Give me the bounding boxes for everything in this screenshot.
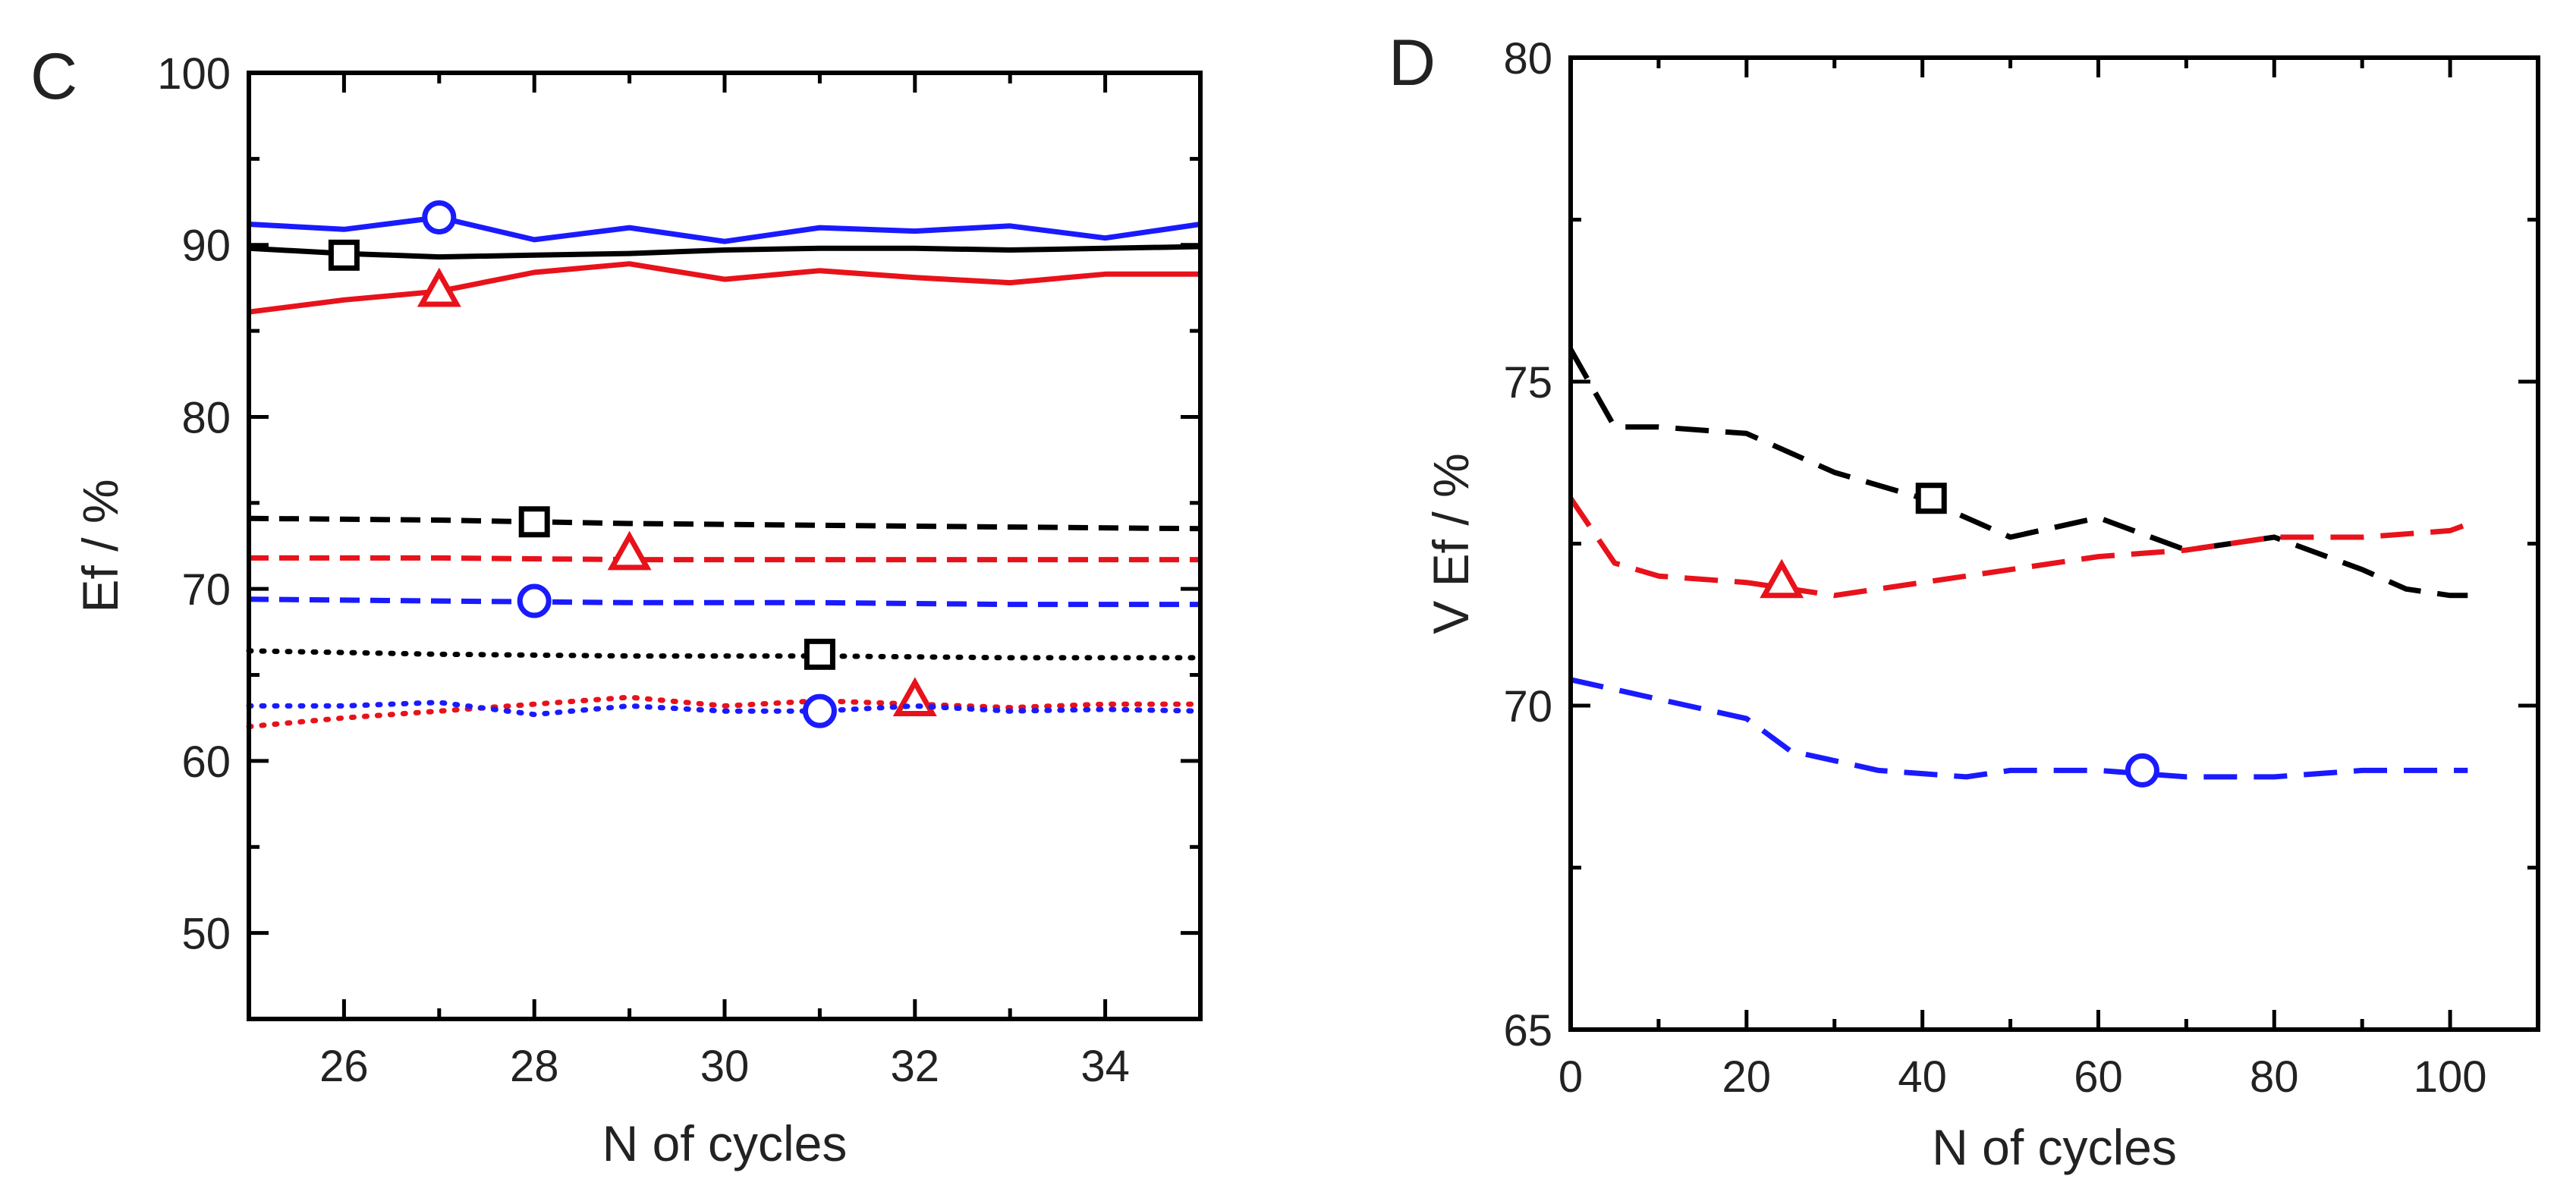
x-tick-label: 32 <box>891 1042 940 1091</box>
marker-triangle-red-dotted <box>892 677 937 717</box>
series-line-black-solid <box>248 244 1201 260</box>
series-line-red-dashed <box>249 555 1200 563</box>
panel-d-chart: D 0 20 40 60 80 100 65 70 75 80 N of cycles V Ef / % <box>1389 27 2540 1175</box>
marker-circle-blue-dashed <box>517 583 552 618</box>
x-axis-title: N of cycles <box>1932 1119 2177 1175</box>
series-line-black-dashed <box>1568 347 2468 599</box>
marker-triangle-red-dashed <box>607 530 652 571</box>
panel-c-chart: C 26 28 30 32 34 50 60 70 80 90 100 N of cycles Ef / … <box>30 40 1203 1171</box>
y-axis-title: Ef / % <box>72 479 128 612</box>
plot-frame <box>1568 55 2540 1032</box>
x-tick-label: 40 <box>1898 1052 1947 1102</box>
series-line-black-dotted <box>246 648 1203 661</box>
series-line-red-dashed <box>1568 496 2469 599</box>
marker-circle-blue-solid <box>422 200 457 234</box>
panel-label: C <box>30 40 77 113</box>
marker-square-black-dashed <box>1915 483 1947 514</box>
series-line-blue-solid <box>248 215 1201 244</box>
series-line-red-solid <box>248 261 1200 315</box>
marker-triangle-red-solid <box>417 267 461 307</box>
marker-triangle-red-dashed <box>1760 558 1804 599</box>
y-tick-label: 70 <box>1503 682 1552 731</box>
y-tick-label: 100 <box>157 49 231 99</box>
x-tick-label: 0 <box>1558 1052 1583 1102</box>
x-tick-label: 34 <box>1080 1042 1130 1091</box>
x-tick-label: 26 <box>319 1042 369 1091</box>
y-axis-title: V Ef / % <box>1423 453 1479 634</box>
x-tick-label: 28 <box>510 1042 559 1091</box>
series-line-blue-dashed <box>248 596 1200 608</box>
x-tick-label: 20 <box>1722 1052 1772 1102</box>
panel-label: D <box>1389 27 1436 99</box>
y-tick-label: 60 <box>181 737 231 787</box>
y-tick-label: 90 <box>181 222 231 271</box>
series-line-blue-dashed <box>1570 677 2468 780</box>
x-tick-label: 60 <box>2074 1052 2123 1102</box>
y-tick-label: 80 <box>1503 34 1552 83</box>
y-tick-label: 80 <box>181 393 231 442</box>
y-tick-label: 75 <box>1503 358 1552 407</box>
x-tick-label: 30 <box>700 1042 750 1091</box>
plot-frame <box>247 71 1203 1021</box>
series-line-red-dotted <box>246 694 1203 730</box>
series-line-black-dashed <box>248 515 1201 532</box>
x-tick-label: 80 <box>2250 1052 2299 1102</box>
x-tick-label: 100 <box>2414 1052 2487 1102</box>
y-tick-label: 50 <box>181 910 231 959</box>
y-tick-label: 70 <box>181 565 231 615</box>
x-axis-title: N of cycles <box>602 1115 848 1171</box>
marker-circle-blue-dashed <box>2125 753 2159 788</box>
marker-square-black-dashed <box>518 506 550 538</box>
marker-circle-blue-dotted <box>802 693 837 728</box>
marker-square-black-dotted <box>804 638 835 670</box>
series-line-blue-dotted <box>246 700 1203 718</box>
y-tick-label: 65 <box>1503 1006 1552 1055</box>
marker-square-black-solid <box>328 239 360 271</box>
